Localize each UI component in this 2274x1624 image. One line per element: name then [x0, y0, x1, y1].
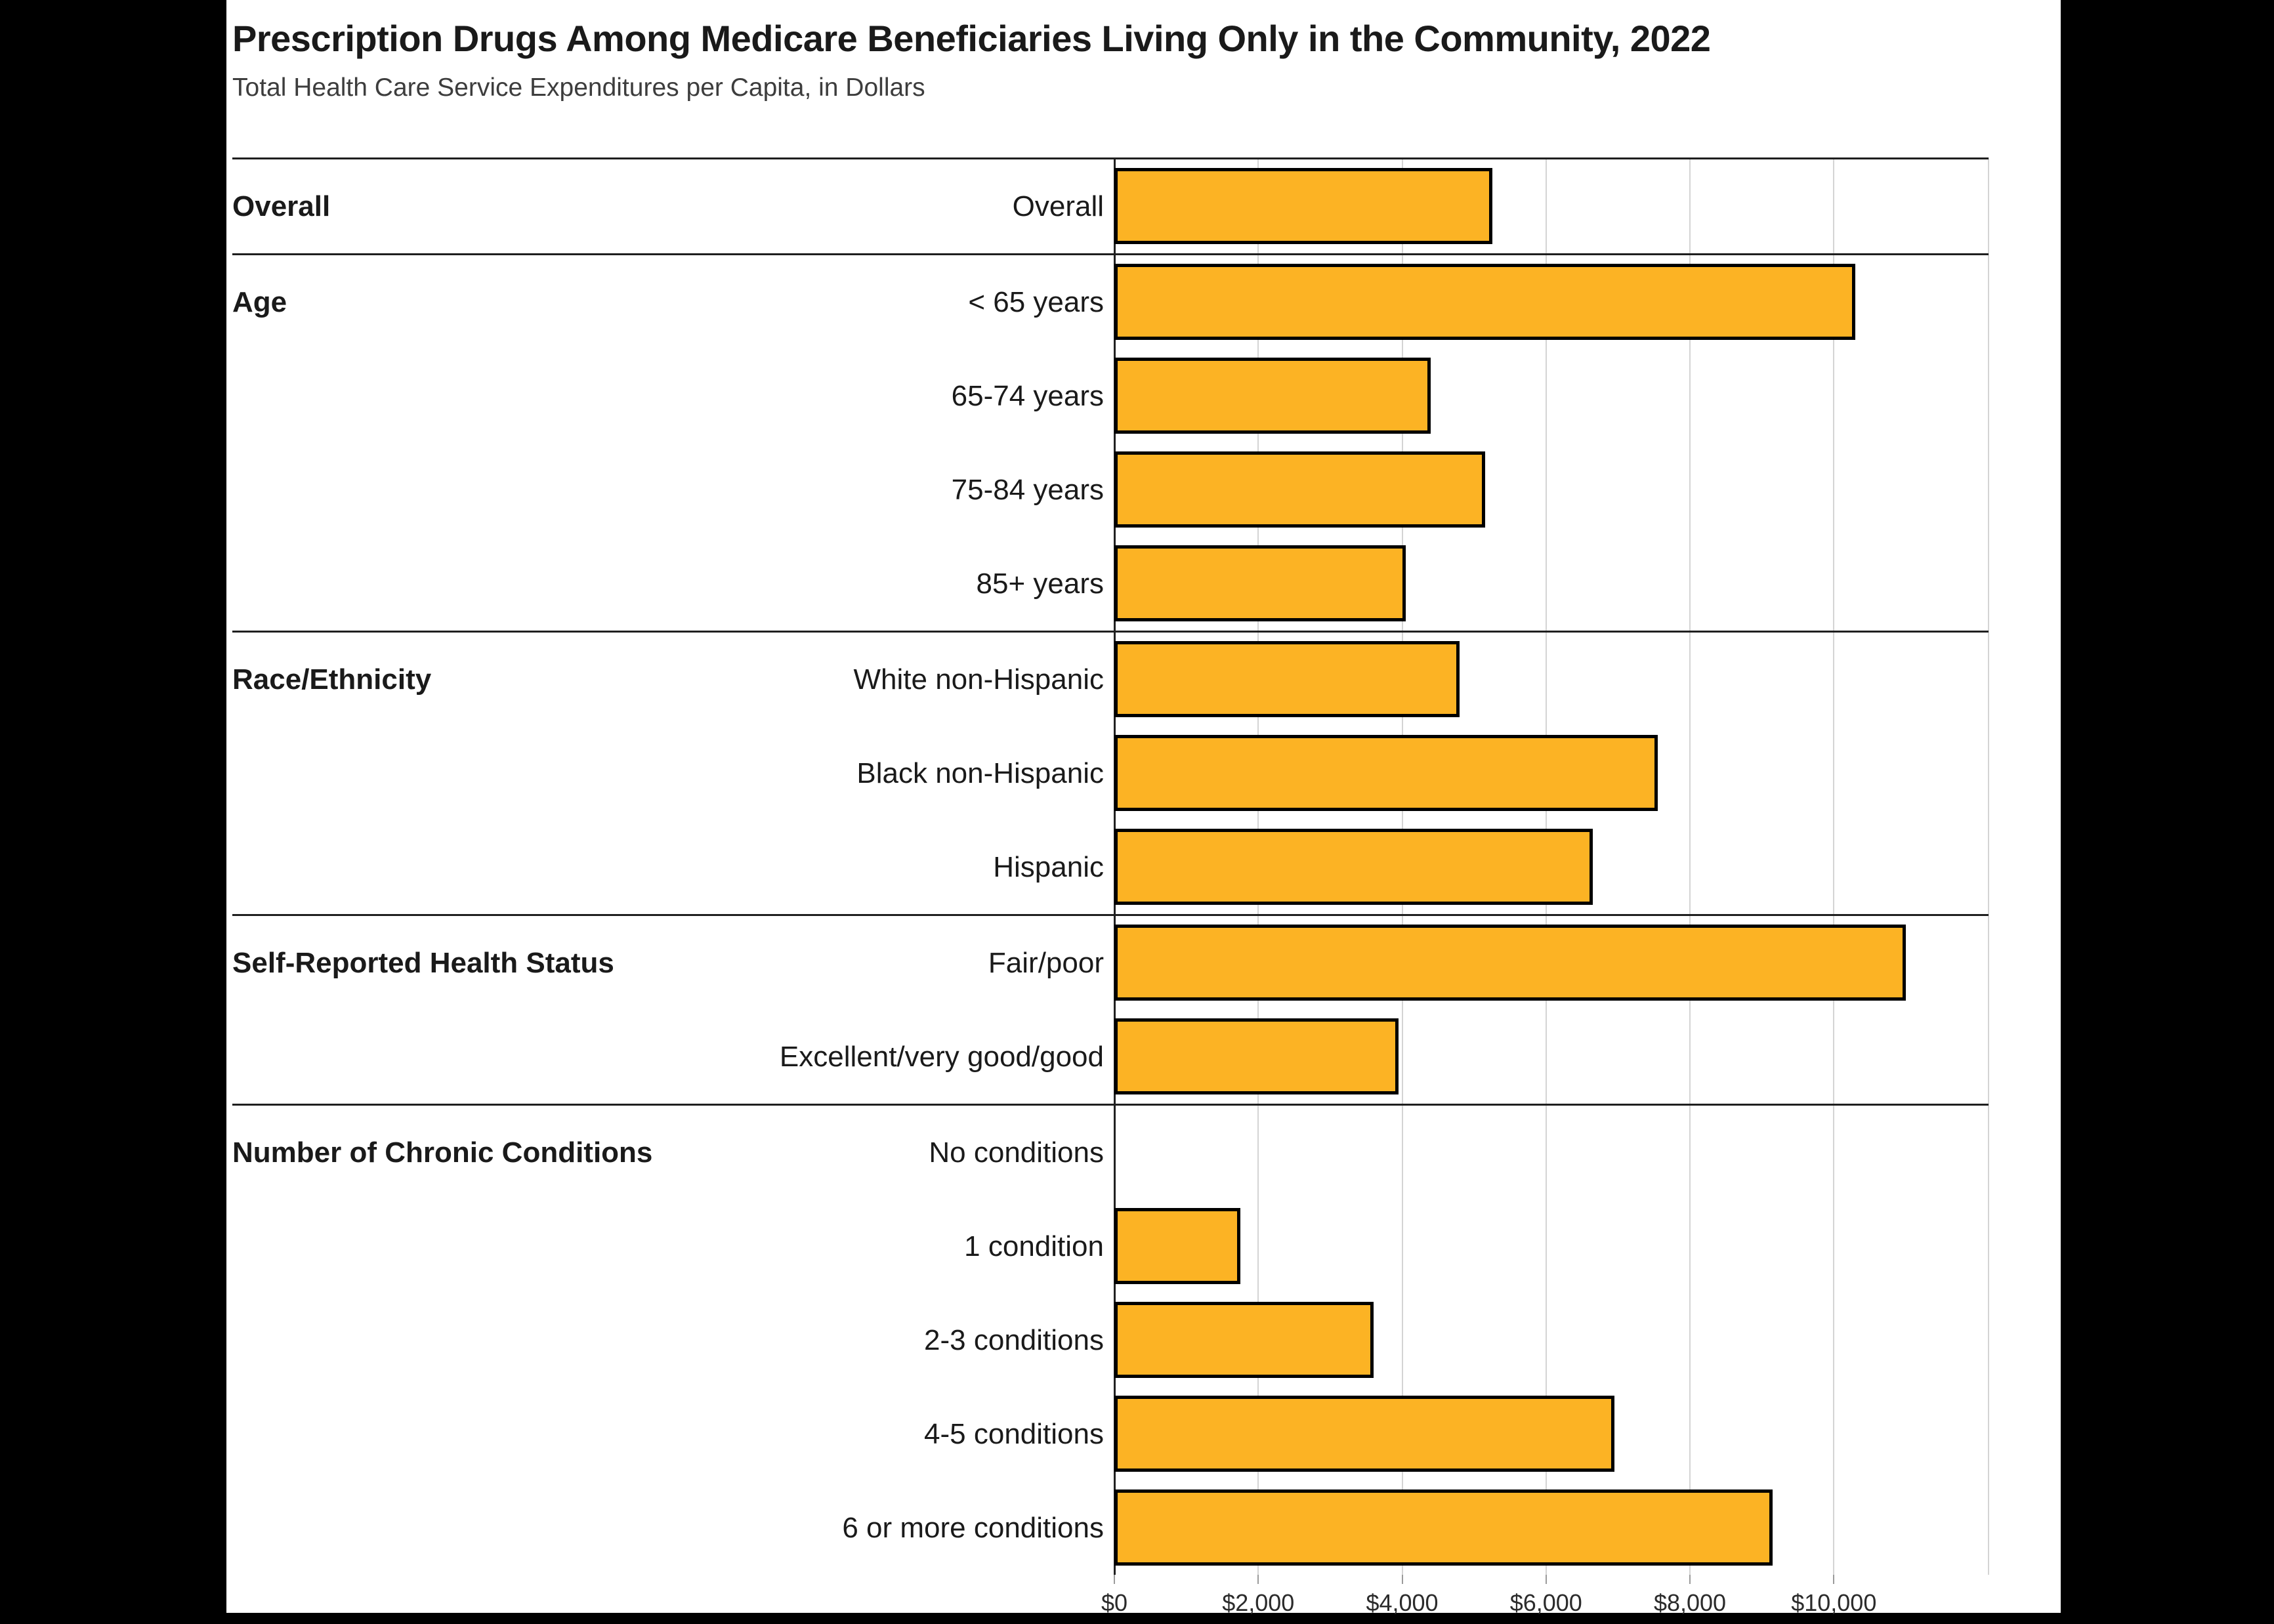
- group-label: Overall: [232, 190, 331, 222]
- bar: [1114, 168, 1492, 244]
- gridline: [1689, 157, 1691, 1575]
- axis-tick-label: $0: [1101, 1589, 1128, 1616]
- row-label: 4-5 conditions: [924, 1418, 1104, 1450]
- bar: [1114, 1396, 1614, 1472]
- chart-row: Black non-Hispanic: [232, 726, 1989, 820]
- axis-tick: [1833, 1575, 1835, 1584]
- row-label: 1 condition: [964, 1230, 1104, 1262]
- chart-row: Hispanic: [232, 820, 1989, 914]
- chart-row: Fair/poor: [232, 916, 1989, 1010]
- chart-row: < 65 years: [232, 255, 1989, 349]
- axis-tick-label: $6,000: [1509, 1589, 1582, 1616]
- axis-tick: [1257, 1575, 1259, 1584]
- bar: [1114, 829, 1593, 905]
- row-label: Black non-Hispanic: [856, 757, 1104, 789]
- bar: [1114, 264, 1856, 340]
- group-label: Age: [232, 286, 287, 318]
- bar: [1114, 1018, 1399, 1094]
- chart-row: 4-5 conditions: [232, 1387, 1989, 1481]
- bar: [1114, 641, 1460, 717]
- axis-tick-label: $2,000: [1222, 1589, 1295, 1616]
- row-label: No conditions: [929, 1136, 1104, 1169]
- row-label: 85+ years: [976, 568, 1104, 600]
- bar: [1114, 451, 1485, 528]
- bar: [1114, 925, 1906, 1001]
- group-label: Race/Ethnicity: [232, 663, 432, 696]
- axis-tick-label: $8,000: [1653, 1589, 1727, 1616]
- bar: [1114, 358, 1431, 434]
- chart-row: 2-3 conditions: [232, 1293, 1989, 1387]
- plot-right-edge-line: [1988, 157, 1989, 1575]
- axis-tick-label: $4,000: [1366, 1589, 1439, 1616]
- bar: [1114, 735, 1658, 811]
- row-label: Hispanic: [993, 851, 1104, 883]
- row-label: Fair/poor: [988, 947, 1104, 979]
- row-label: 2-3 conditions: [924, 1324, 1104, 1356]
- axis-tick: [1401, 1575, 1403, 1584]
- category-group: Age < 65 years 65-74 years 75-84 years 85+ y…: [232, 253, 1989, 631]
- category-group: Self-Reported Health Status Fair/poor Exce…: [232, 914, 1989, 1104]
- row-label: Overall: [1012, 190, 1104, 222]
- chart-row: 65-74 years: [232, 349, 1989, 443]
- bar-chart: Overall Overall Age < 65 years 65-74 years 75…: [232, 157, 1989, 1624]
- chart-row: 75-84 years: [232, 443, 1989, 537]
- axis-tick: [1689, 1575, 1691, 1584]
- chart-card: Prescription Drugs Among Medicare Benefi…: [226, 0, 2061, 1616]
- chart-row: 1 condition: [232, 1199, 1989, 1293]
- row-label: White non-Hispanic: [853, 663, 1105, 696]
- gridline: [1833, 157, 1835, 1575]
- category-group: Number of Chronic Conditions No condition…: [232, 1104, 1989, 1575]
- axis-tick: [1114, 1575, 1115, 1584]
- category-group: Overall Overall: [232, 157, 1989, 253]
- chart-title: Prescription Drugs Among Medicare Benefi…: [232, 18, 1711, 59]
- axis-tick-label: $10,000: [1791, 1589, 1877, 1616]
- bar: [1114, 1208, 1240, 1284]
- row-label: 6 or more conditions: [842, 1512, 1104, 1544]
- chart-row: Overall: [232, 159, 1989, 253]
- row-label: < 65 years: [968, 286, 1104, 318]
- chart-subtitle: Total Health Care Service Expenditures p…: [232, 73, 925, 102]
- chart-row: No conditions: [232, 1106, 1989, 1199]
- chart-row: 6 or more conditions: [232, 1481, 1989, 1575]
- row-label: 75-84 years: [951, 474, 1104, 506]
- chart-row: White non-Hispanic: [232, 633, 1989, 726]
- bar: [1114, 1302, 1374, 1378]
- row-label: 65-74 years: [951, 380, 1104, 412]
- chart-row: 85+ years: [232, 537, 1989, 631]
- row-label: Excellent/very good/good: [779, 1041, 1104, 1073]
- category-group: Race/Ethnicity White non-Hispanic Black no…: [232, 631, 1989, 914]
- group-label: Self-Reported Health Status: [232, 947, 614, 979]
- bar: [1114, 545, 1406, 621]
- axis-tick: [1545, 1575, 1547, 1584]
- bar: [1114, 1489, 1773, 1566]
- group-label: Number of Chronic Conditions: [232, 1136, 653, 1169]
- chart-row: Excellent/very good/good: [232, 1010, 1989, 1104]
